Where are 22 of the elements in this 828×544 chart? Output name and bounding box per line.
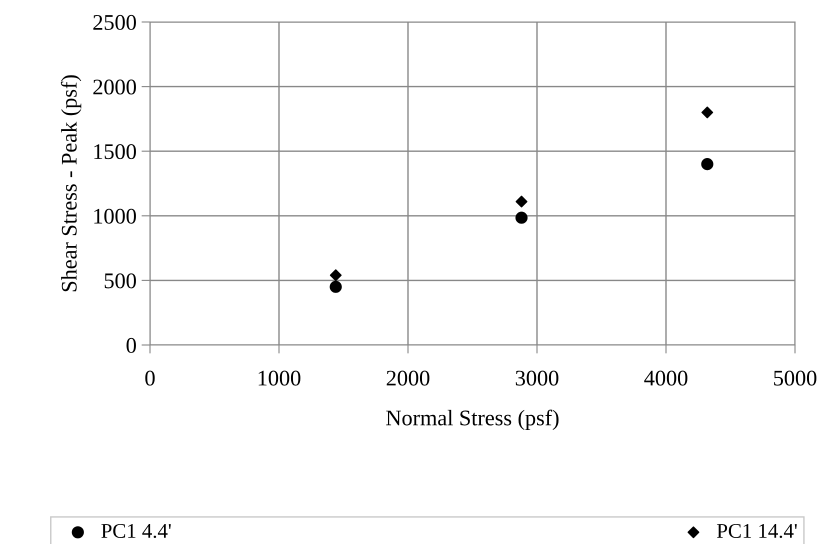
point xyxy=(330,280,342,293)
x-tick-label: 3000 xyxy=(516,370,558,386)
x-tick-label: 2000 xyxy=(386,370,430,386)
legend-label: PC1 14.4' xyxy=(716,524,797,538)
point xyxy=(516,196,528,208)
legend-label: PC1 4.4' xyxy=(101,524,171,538)
x-tick-label: 0 xyxy=(145,370,155,386)
x-tick-label: 1000 xyxy=(258,370,300,386)
x-tick-label: 4000 xyxy=(644,370,688,386)
y-tick-label: 0 xyxy=(126,338,136,353)
y-tick-label: 1000 xyxy=(94,208,136,224)
y-tick-label: 2000 xyxy=(93,80,136,95)
y-tick-label: 500 xyxy=(104,273,136,288)
y-tick-label: 2500 xyxy=(93,14,136,30)
point xyxy=(701,158,714,170)
point xyxy=(701,106,714,118)
point xyxy=(330,269,342,282)
point xyxy=(515,212,528,224)
x-axis-title: Normal Stress (psf) xyxy=(386,410,559,430)
y-tick-label: 1500 xyxy=(94,144,136,160)
y-axis-title: Shear Stress - Peak (psf) xyxy=(60,75,82,292)
x-tick-label: 5000 xyxy=(774,370,816,386)
